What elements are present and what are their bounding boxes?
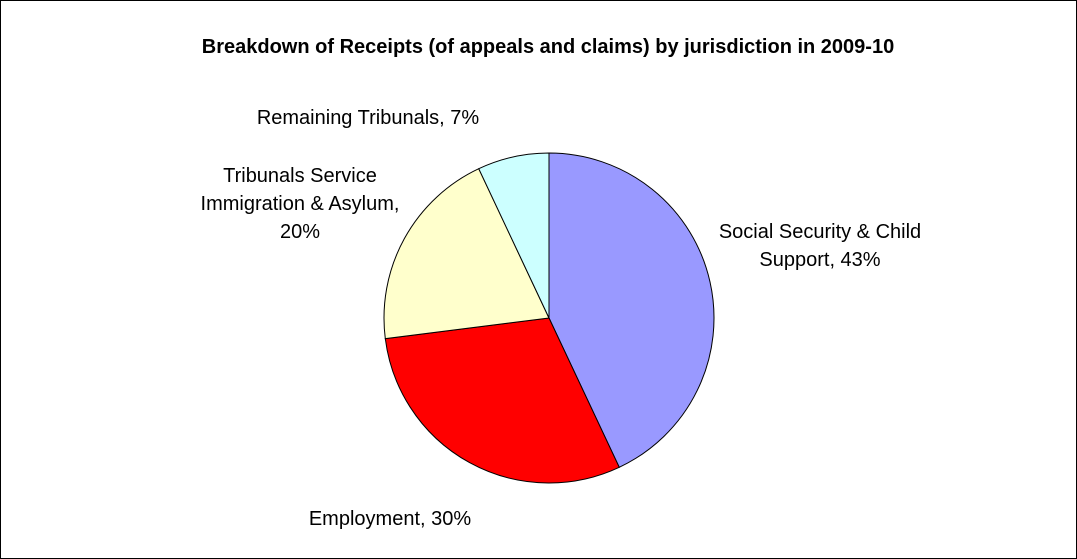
data-label: Remaining Tribunals, 7% xyxy=(256,107,480,129)
chart-title: Breakdown of Receipts (of appeals and cl… xyxy=(201,36,895,58)
data-label: Employment, 30% xyxy=(308,508,472,530)
pie-slice xyxy=(478,152,550,319)
data-label: Tribunals Service Immigration & Asylum, … xyxy=(200,165,400,243)
data-label: Social Security & Child Support, 43% xyxy=(718,221,922,271)
pie-slice xyxy=(383,168,550,340)
pie-slice xyxy=(548,152,715,468)
pie-slice xyxy=(384,317,620,484)
